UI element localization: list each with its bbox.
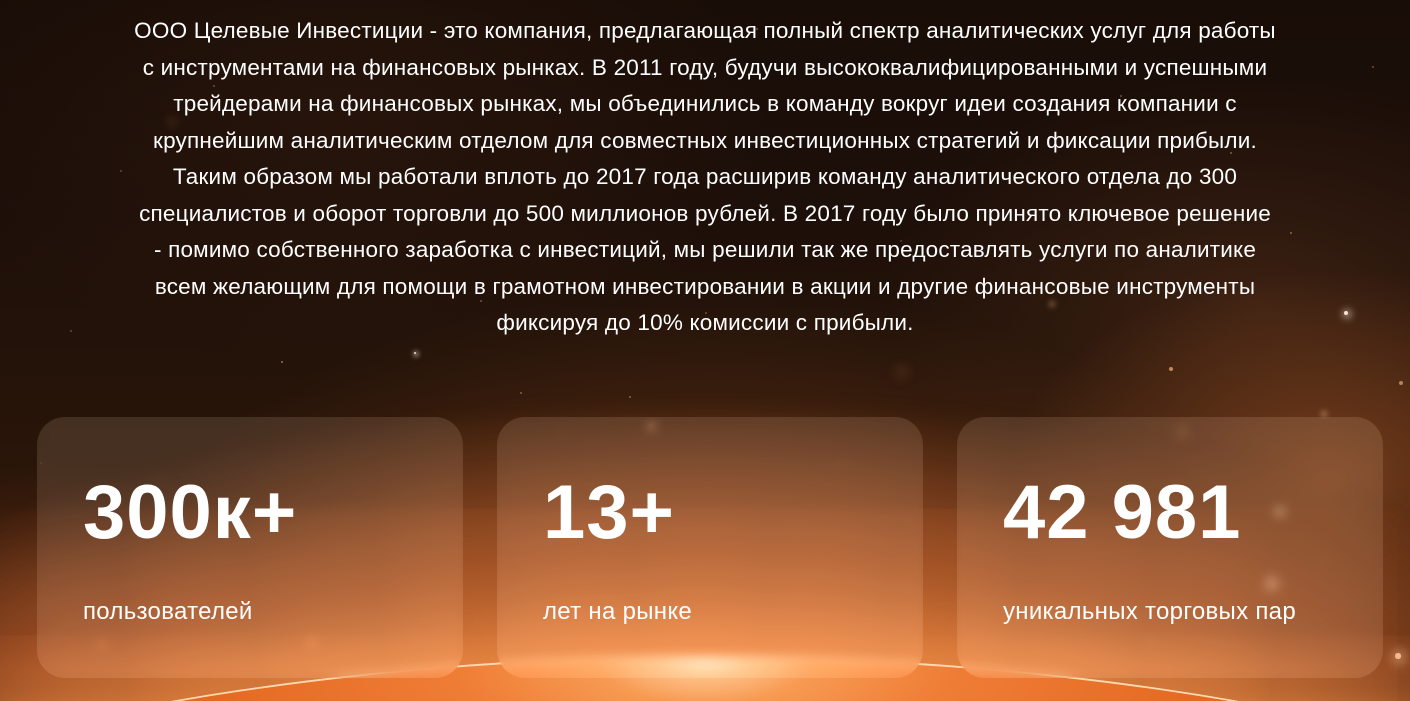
stat-label-pairs: уникальных торговых пар [1003,598,1296,625]
description-line: крупнейшим аналитическим отделом для сов… [153,127,1257,153]
stat-value-users: 300к+ [83,470,298,555]
stat-card-users: 300к+ пользователей [37,417,463,678]
star-glow-particles [0,0,4,4]
stat-card-pairs: 42 981 уникальных торговых пар [957,417,1383,678]
stat-value-years: 13+ [543,470,675,555]
star-particles [0,0,2,2]
stat-value-pairs: 42 981 [1003,470,1242,555]
description-line: специалистов и оборот торговли до 500 ми… [139,200,1271,226]
stat-card-years: 13+ лет на рынке [497,417,923,678]
stat-label-years: лет на рынке [543,598,693,625]
stat-label-users: пользователей [83,598,253,625]
description-line: с инструментами на финансовых рынках. В … [142,54,1268,80]
description-line: всем желающим для помощи в грамотном инв… [154,273,1256,299]
description-line: Таким образом мы работали вплоть до 2017… [172,164,1238,189]
description-line: - помимо собственного заработка с инвест… [153,237,1257,262]
description-line: трейдерами на финансовых рынках, мы объе… [173,91,1237,116]
description-line: ООО Целевые Инвестиции - это компания, п… [134,18,1276,43]
description-line: фиксируя до 10% комиссии с прибыли. [496,310,914,335]
company-description: ООО Целевые Инвестиции - это компания, п… [0,13,1410,342]
stats-row: 300к+ пользователей 13+ лет на рынке 42 … [37,417,1383,678]
